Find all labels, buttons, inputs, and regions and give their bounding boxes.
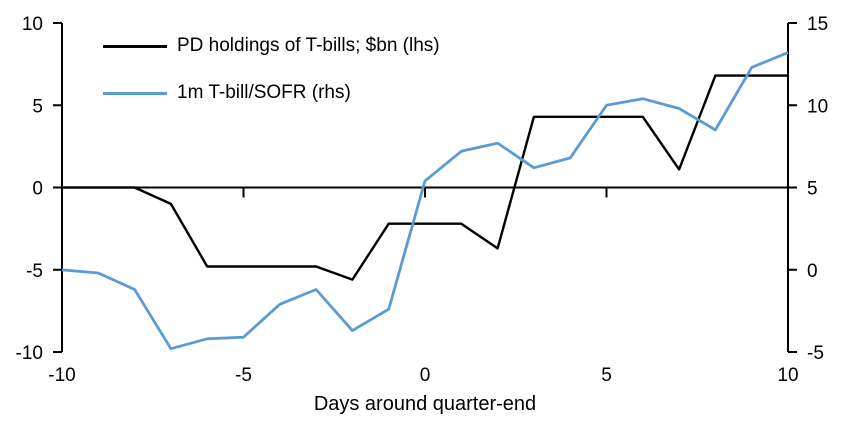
x-axis-tick-label: -10	[48, 365, 75, 386]
left-axis-tick-label: -10	[16, 343, 43, 364]
x-axis-tick-label: 10	[777, 365, 798, 386]
legend-item-tbill-sofr: 1m T-bill/SOFR (rhs)	[103, 80, 440, 106]
tbill-sofr-line	[61, 51, 789, 351]
right-axis-tick-label: -5	[807, 343, 824, 364]
right-axis-tick-label: 10	[807, 96, 828, 117]
right-axis-tick-label: 5	[807, 179, 818, 200]
x-axis-tick-label: 5	[601, 365, 612, 386]
black-line-sample	[103, 44, 167, 48]
left-axis-tick-label: 0	[32, 179, 43, 200]
pd-holdings-line	[62, 74, 788, 281]
legend-label-pd-holdings: PD holdings of T-bills; $bn (lhs)	[177, 35, 440, 56]
left-axis-tick-label: -5	[26, 261, 43, 282]
legend-label-tbill-sofr: 1m T-bill/SOFR (rhs)	[177, 82, 351, 103]
x-axis-title: Days around quarter-end	[313, 393, 537, 415]
legend-item-pd-holdings: PD holdings of T-bills; $bn (lhs)	[103, 33, 440, 59]
left-axis-tick-label: 10	[22, 14, 43, 35]
left-axis-tick-label: 5	[32, 96, 43, 117]
x-axis-tick-label: 0	[420, 365, 431, 386]
blue-line-sample	[103, 91, 167, 95]
right-axis-tick-label: 15	[807, 14, 828, 35]
legend: PD holdings of T-bills; $bn (lhs) 1m T-b…	[103, 33, 440, 127]
right-axis-tick-label: 0	[807, 261, 818, 282]
x-axis-tick-label: -5	[235, 365, 252, 386]
